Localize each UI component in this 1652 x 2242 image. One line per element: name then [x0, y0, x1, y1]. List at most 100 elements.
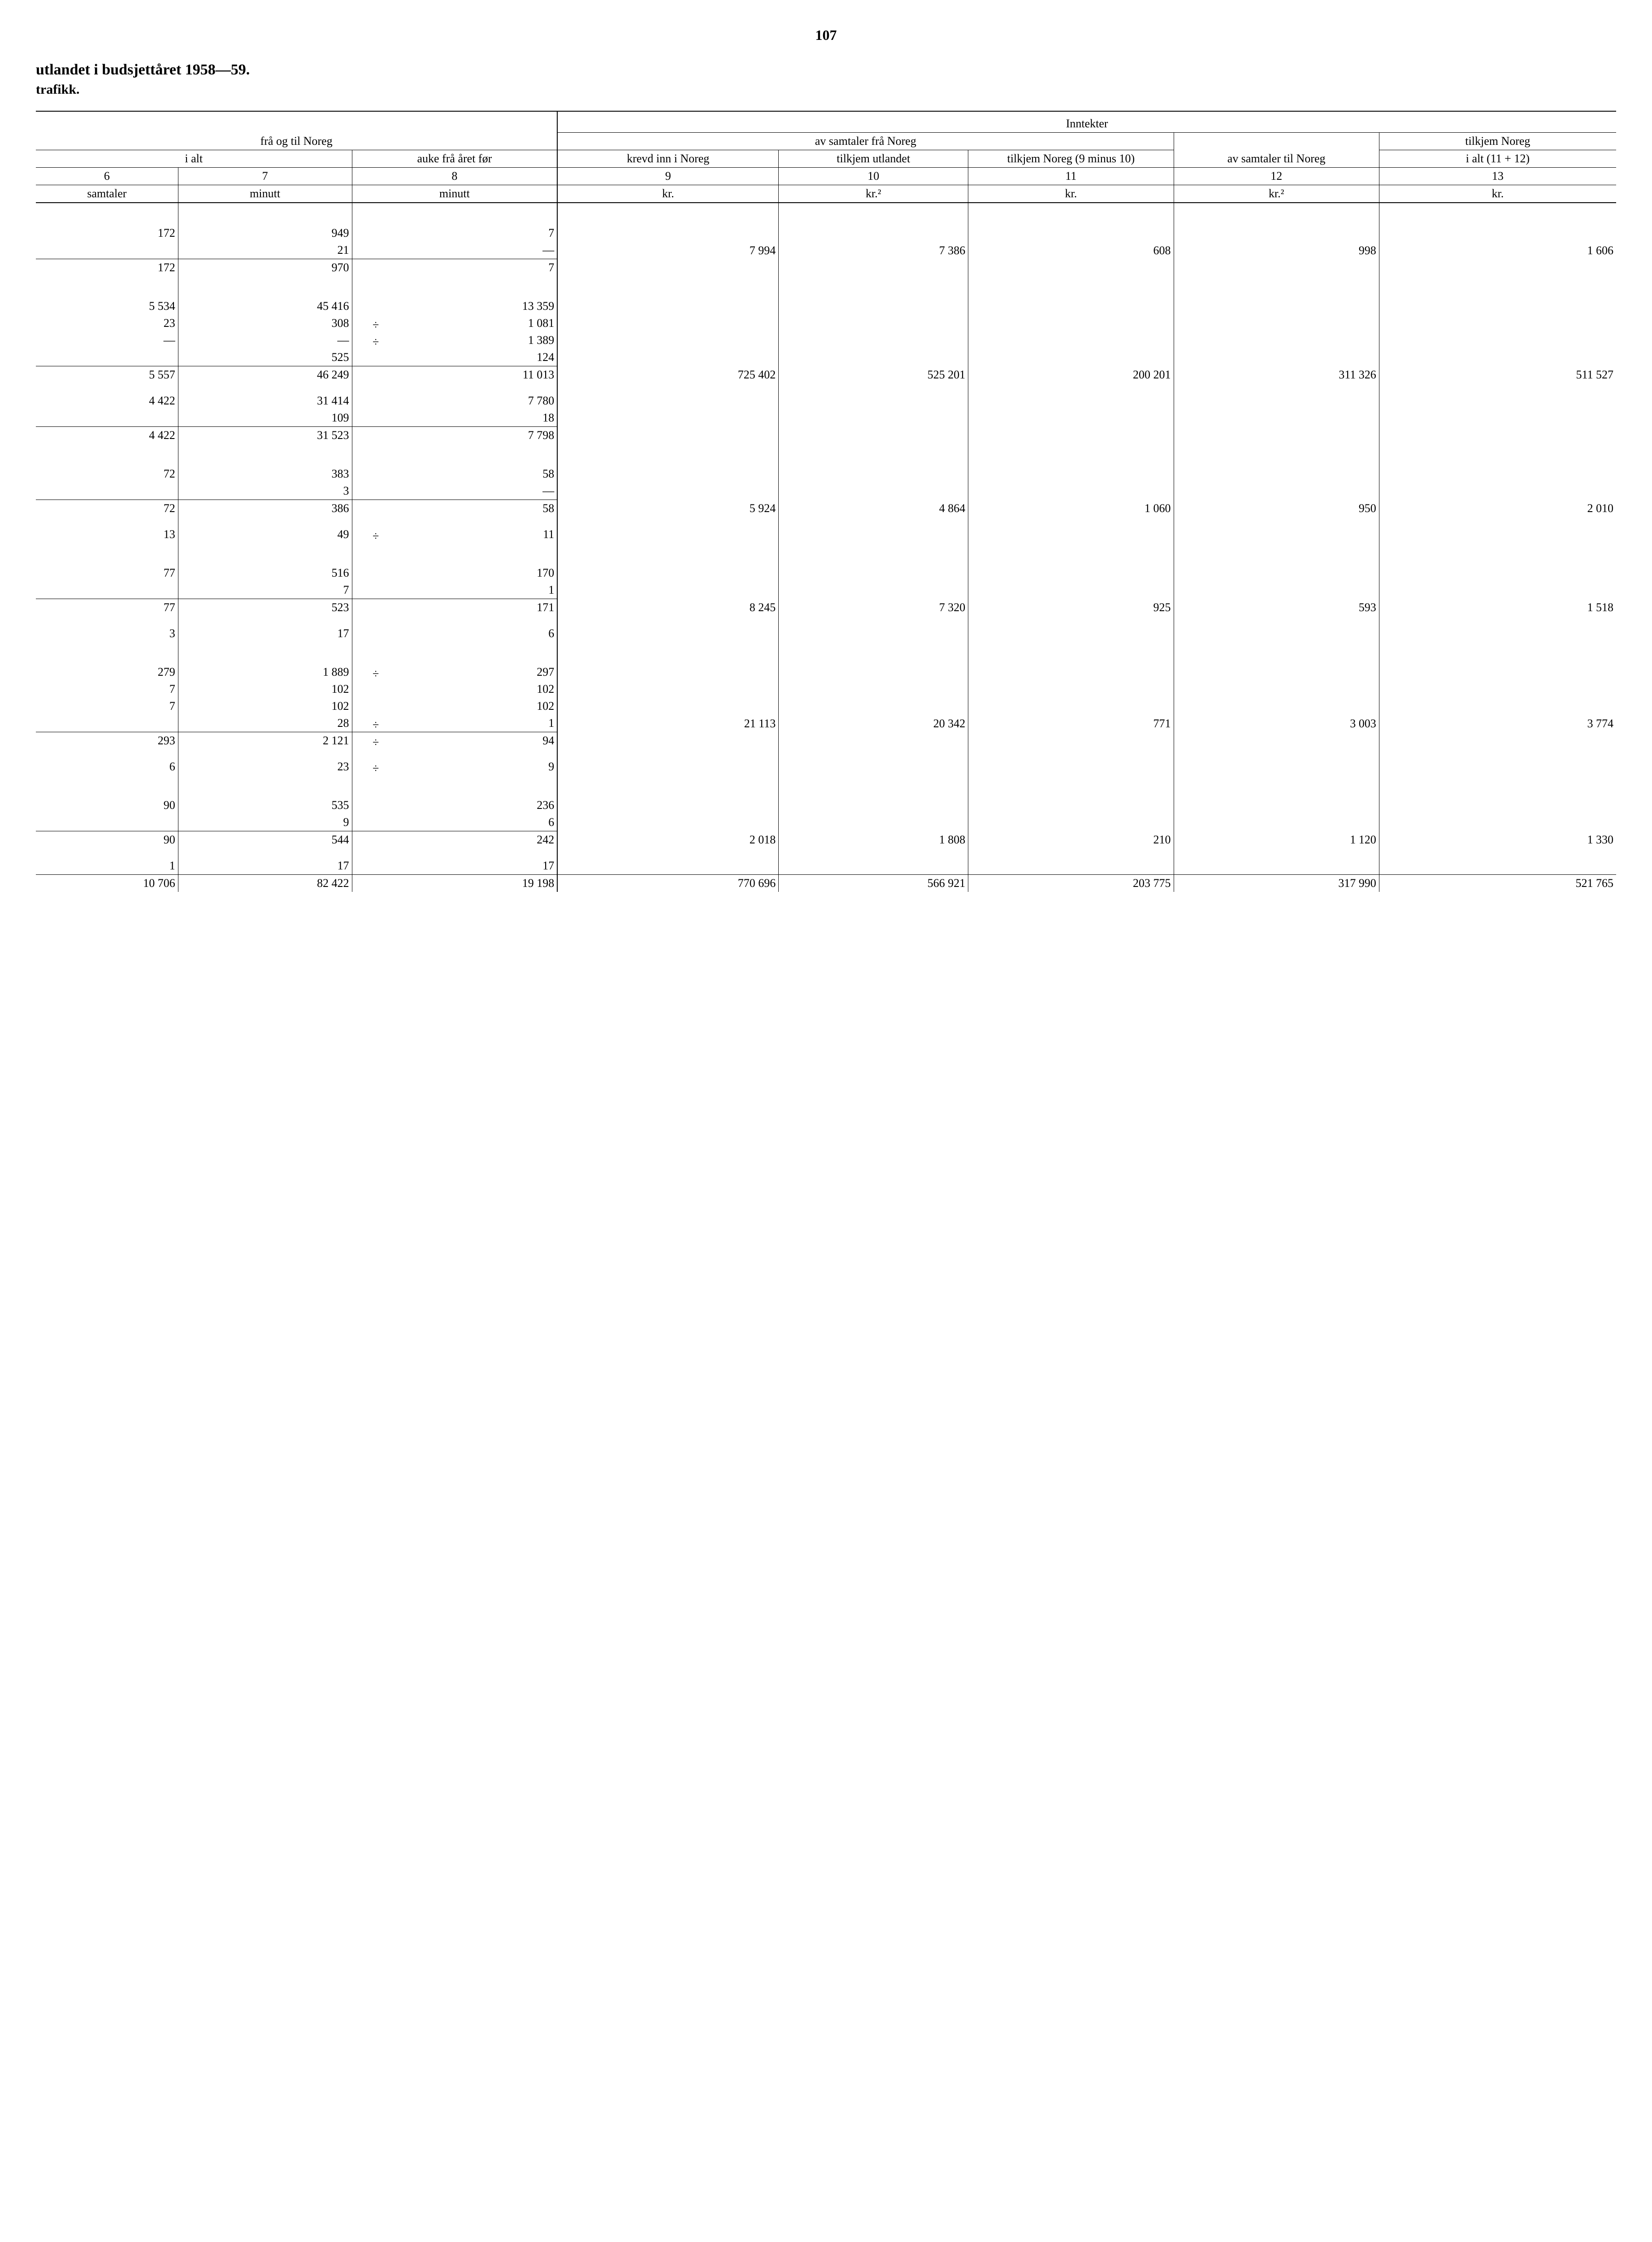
table-cell: ÷ — [352, 315, 399, 332]
table-cell — [779, 298, 968, 315]
table-cell: 45 416 — [178, 298, 352, 315]
table-cell — [557, 465, 589, 543]
table-cell: 1 808 — [779, 831, 968, 849]
table-cell: 46 249 — [178, 366, 352, 384]
table-cell: 7 798 — [399, 427, 558, 444]
table-row: 7238358 — [36, 465, 1616, 482]
table-cell — [589, 383, 779, 392]
table-cell: 10 706 — [36, 875, 178, 892]
table-cell: 535 — [178, 797, 352, 814]
table-cell: 1 — [399, 715, 558, 732]
table-cell: 17 — [178, 857, 352, 875]
table-cell — [589, 582, 779, 599]
table-cell — [589, 349, 779, 366]
table-cell — [36, 276, 178, 298]
table-cell — [178, 616, 352, 625]
unit-kr-11: kr. — [968, 185, 1174, 203]
table-cell — [1379, 517, 1616, 526]
table-cell — [1174, 814, 1379, 831]
table-cell — [1174, 482, 1379, 500]
spacer-row — [36, 543, 1616, 565]
table-cell — [352, 642, 399, 664]
table-cell: 1 — [399, 582, 558, 599]
table-cell: 7 — [399, 259, 558, 277]
table-cell: 58 — [399, 465, 558, 482]
table-cell — [1379, 775, 1616, 797]
table-cell — [36, 349, 178, 366]
table-cell: 19 198 — [399, 875, 558, 892]
table-cell: 1 389 — [399, 332, 558, 349]
table-cell — [779, 582, 968, 599]
table-cell: 9 — [399, 758, 558, 775]
unit-samtaler: samtaler — [36, 185, 178, 203]
table-cell — [352, 482, 399, 500]
table-cell — [1174, 517, 1379, 526]
table-cell — [1174, 642, 1379, 664]
table-cell — [968, 332, 1174, 349]
table-cell: 242 — [399, 831, 558, 849]
table-cell — [779, 465, 968, 482]
table-cell — [1174, 392, 1379, 409]
table-cell — [178, 848, 352, 857]
table-cell — [779, 857, 968, 875]
table-cell: 3 774 — [1379, 715, 1616, 732]
table-cell — [968, 857, 1174, 875]
table-cell — [1379, 526, 1616, 543]
unit-kr-13: kr. — [1379, 185, 1616, 203]
table-row: 1729707 — [36, 259, 1616, 277]
table-cell — [968, 383, 1174, 392]
table-cell — [1174, 465, 1379, 482]
table-cell — [1379, 616, 1616, 625]
spacer-row — [36, 276, 1616, 298]
table-cell — [968, 775, 1174, 797]
hdr-tilkjem-utlandet: tilkjem utlandet — [779, 150, 968, 168]
table-cell — [399, 543, 558, 565]
table-cell — [968, 298, 1174, 315]
table-cell — [589, 517, 779, 526]
table-cell — [1174, 349, 1379, 366]
table-cell — [399, 642, 558, 664]
table-cell — [968, 259, 1174, 277]
table-cell — [557, 298, 589, 444]
table-cell — [1174, 225, 1379, 242]
table-cell — [779, 203, 968, 225]
table-cell — [779, 482, 968, 500]
table-cell — [1379, 543, 1616, 565]
table-cell: 6 — [399, 625, 558, 642]
table-cell — [1174, 332, 1379, 349]
table-cell: 725 402 — [589, 366, 779, 384]
table-cell — [352, 543, 399, 565]
table-cell — [557, 565, 589, 642]
table-cell — [557, 664, 589, 775]
table-cell: 13 359 — [399, 298, 558, 315]
page-title: utlandet i budsjettåret 1958—59. — [36, 61, 1616, 78]
table-cell — [1174, 698, 1379, 715]
colnum-12: 12 — [1174, 168, 1379, 185]
table-cell: 90 — [36, 831, 178, 849]
table-cell — [779, 526, 968, 543]
table-cell: 1 606 — [1379, 242, 1616, 259]
table-cell — [557, 642, 589, 664]
table-cell — [1174, 203, 1379, 225]
table-cell: 7 — [178, 582, 352, 599]
table-cell: 72 — [36, 500, 178, 517]
table-cell — [352, 749, 399, 758]
table-cell: 7 — [36, 681, 178, 698]
table-cell — [1379, 698, 1616, 715]
table-cell: 5 924 — [589, 500, 779, 517]
table-cell — [968, 664, 1174, 681]
table-row: 5 53445 41613 359 — [36, 298, 1616, 315]
table-cell: 998 — [1174, 242, 1379, 259]
table-cell: 7 994 — [589, 242, 779, 259]
table-row: 1349÷11 — [36, 526, 1616, 543]
table-cell — [36, 482, 178, 500]
table-row: 72386585 9244 8641 0609502 010 — [36, 500, 1616, 517]
table-cell: 23 — [178, 758, 352, 775]
table-cell: 4 422 — [36, 392, 178, 409]
table-cell — [557, 543, 589, 565]
table-cell: 949 — [178, 225, 352, 242]
table-row — [36, 749, 1616, 758]
table-cell — [589, 775, 779, 797]
table-cell — [589, 749, 779, 758]
table-row — [36, 848, 1616, 857]
